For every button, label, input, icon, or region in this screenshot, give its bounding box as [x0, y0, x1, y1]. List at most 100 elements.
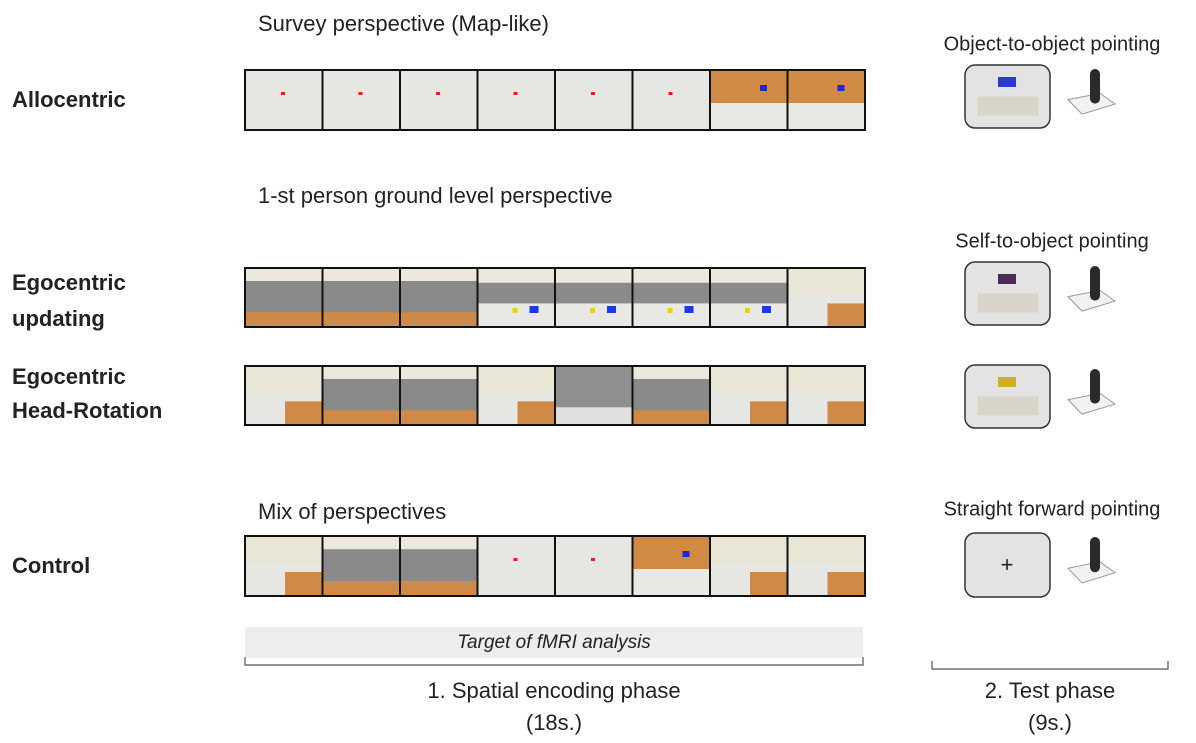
perspective-label: Survey perspective (Map-like) [258, 11, 549, 36]
frame [476, 365, 556, 426]
joystick-base [1067, 92, 1117, 115]
ceiling [322, 268, 400, 281]
ceiling [710, 268, 788, 283]
frame [554, 267, 634, 328]
wall [787, 268, 865, 295]
wall [710, 536, 788, 563]
frame [786, 365, 866, 426]
condition-label: Head-Rotation [12, 398, 162, 423]
frame [631, 267, 711, 328]
frame-bg [632, 70, 710, 130]
ceiling [245, 268, 323, 281]
ceiling [400, 268, 478, 281]
floor [555, 407, 633, 425]
screen-scene [978, 96, 1038, 116]
frame [554, 535, 634, 597]
frame-border [786, 365, 866, 426]
frame [399, 365, 479, 426]
perspective-label: 1-st person ground level perspective [258, 183, 613, 208]
floor [632, 303, 710, 327]
frame [321, 365, 401, 426]
test-label: Self-to-object pointing [955, 230, 1148, 252]
condition-label: Egocentric [12, 364, 126, 389]
floor [400, 581, 478, 596]
object [281, 92, 285, 95]
object [513, 92, 518, 95]
object [512, 308, 518, 313]
object [684, 306, 694, 313]
frame [321, 535, 401, 597]
object [760, 85, 767, 91]
phase-title: 1. Spatial encoding phase [427, 678, 680, 703]
ceiling [322, 366, 400, 379]
screen-scene [978, 396, 1038, 416]
floor-tile [517, 401, 555, 425]
frame [709, 267, 789, 328]
floor-tile [750, 572, 788, 596]
floor-tile [285, 401, 323, 425]
fixation-cross: + [1001, 552, 1014, 577]
screen-scene [978, 293, 1038, 313]
encoding-bracket [244, 657, 864, 666]
object [529, 306, 539, 313]
floor-tile [827, 401, 865, 425]
frame [321, 267, 401, 328]
frame-bg [245, 70, 323, 130]
floor [555, 303, 633, 327]
test-label: Object-to-object pointing [944, 33, 1161, 55]
frame [476, 69, 556, 131]
frame [399, 69, 479, 131]
floor [787, 103, 865, 130]
frame-strips [244, 69, 866, 597]
ceiling [477, 268, 555, 283]
frame [709, 69, 789, 131]
object [837, 85, 845, 91]
frame [244, 535, 324, 597]
ceiling [632, 366, 710, 379]
ceiling [555, 268, 633, 283]
frame-bg [477, 536, 555, 596]
phase-duration: (18s.) [526, 710, 582, 735]
frame [399, 267, 479, 328]
ceiling [400, 366, 478, 379]
joystick-stick [1090, 69, 1100, 104]
target-object [998, 377, 1016, 387]
frame [631, 69, 711, 131]
frame [631, 365, 711, 426]
frame-bg [555, 70, 633, 130]
condition-label: Egocentric [12, 270, 126, 295]
ceiling [322, 536, 400, 550]
frame [321, 69, 401, 131]
phase-duration: (9s.) [1028, 710, 1072, 735]
frame-border [786, 267, 866, 328]
object [513, 558, 518, 561]
wall [787, 536, 865, 563]
floor-tile [285, 572, 323, 596]
floor [322, 410, 400, 425]
ceiling [632, 268, 710, 283]
floor [710, 103, 788, 130]
wall [245, 366, 323, 393]
joystick-stick [1090, 537, 1100, 573]
frame [399, 535, 479, 597]
frame-bg [322, 70, 400, 130]
frame-bg [477, 70, 555, 130]
frame-bg [400, 70, 478, 130]
wall [710, 366, 788, 393]
floor [245, 312, 323, 327]
target-object [998, 77, 1016, 87]
floor [632, 410, 710, 425]
object [590, 308, 595, 313]
frame [709, 365, 789, 426]
target-object [998, 274, 1016, 284]
frame [709, 535, 789, 597]
floor [400, 312, 478, 327]
floor [632, 569, 710, 596]
frame [244, 365, 324, 426]
wall [245, 536, 323, 563]
object [591, 558, 595, 561]
frame [244, 69, 324, 131]
floor-tile [750, 401, 788, 425]
joystick-base [1067, 561, 1117, 584]
